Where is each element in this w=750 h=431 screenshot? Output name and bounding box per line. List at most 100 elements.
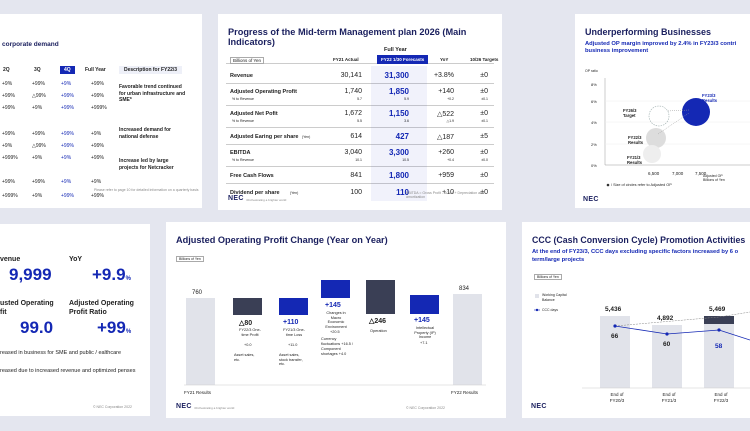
table-row: Free Cash Flows 841 1,800 +959 ±0 [226, 169, 494, 184]
cell: +99% [91, 143, 104, 149]
legend-wc-swatch [535, 294, 539, 298]
bar-value: 5,469 [709, 306, 726, 313]
cell: +99% [61, 93, 74, 99]
cell-yoy-sub: +0.4 [447, 158, 454, 162]
cell-forecast-sub: 10.5 [402, 158, 409, 162]
cell: +99% [61, 193, 74, 199]
row-label: EBITDA [230, 150, 251, 156]
revenue-yoy-value: +9.9% [92, 265, 131, 285]
nec-logo: NEC [228, 195, 244, 202]
step-1-sub: Asset sales, etc. [234, 353, 255, 362]
cell-forecast: 3,300 [388, 148, 409, 157]
cell-actual-sub: 5.7 [357, 97, 362, 101]
x-tick-label: 7,500 [695, 171, 707, 176]
row-label: Adjusted Operating Profit [230, 89, 297, 95]
cell: +9% [32, 105, 43, 111]
step-1-subvalue: +0.0 [244, 343, 252, 347]
cell-forecast: 1,850 [388, 87, 409, 96]
slide-summary[interactable]: venue YoY 9,999 +9.9% usted Operating fi… [0, 224, 150, 416]
legend-wc-label: Working Capital Balance [542, 293, 567, 302]
slide-ccc[interactable]: CCC (Cash Conversion Cycle) Promotion Ac… [522, 222, 750, 418]
cell: +9% [61, 179, 72, 185]
row-sublabel: % to Revenue [232, 158, 254, 162]
slide-subtitle: Adjusted OP margin improved by 2.4% in F… [585, 41, 737, 54]
row-label: Revenue [230, 73, 253, 79]
table-row: +99% △99% +99% +99% [0, 93, 115, 103]
step-2-subvalue: +11.0 [288, 343, 298, 347]
col-header-4q: 4Q [60, 66, 75, 74]
cell: +99% [91, 155, 104, 161]
cell: +99% [61, 131, 74, 137]
y-tick-label: 4% [591, 120, 597, 125]
col-header-2q: 2Q [3, 67, 10, 73]
cell-yoy-sub: +0.2 [447, 97, 454, 101]
cell-actual-sub: 5.5 [357, 119, 362, 123]
row-sublabel: (Yen) [302, 135, 311, 139]
step-2-desc: FY21/3 One-time Loss [283, 328, 305, 337]
copyright: © NEC Corporation 2022 [406, 406, 445, 410]
slide-title: Adjusted Operating Profit Change (Year o… [176, 235, 388, 245]
ccc-days: 66 [611, 333, 619, 340]
target-arrow [666, 109, 690, 112]
description-1: Favorable trend continued for urban infr… [119, 84, 186, 103]
forecast-column-bg [371, 66, 427, 201]
step-3-sub: Currency fluctuations +16.5 / Component … [321, 337, 353, 356]
row-sublabel: (Yen) [290, 191, 299, 195]
ccc-point [665, 332, 669, 336]
slide-title: Progress of the Mid-term Management plan… [228, 27, 467, 47]
step-3-value: +145 [325, 302, 341, 309]
bar-step-5 [410, 295, 439, 314]
x-tick-label: 7,000 [672, 171, 684, 176]
table-row: Adjusted Net Pofit % to Revenue 1,672 5.… [226, 108, 494, 128]
slide-title: Underperforming Businesses [585, 27, 712, 37]
yoy-value: +9.9 [92, 265, 126, 284]
cell-actual: 3,040 [344, 149, 362, 156]
col-header-3q: 3Q [34, 67, 41, 73]
cell: +9% [32, 193, 43, 199]
table-row: +99% +9% +99% +999% [0, 105, 115, 115]
bar-step-4 [366, 280, 395, 314]
start-value: 760 [192, 290, 203, 296]
cell: +99% [2, 93, 15, 99]
slide-corporate-demand[interactable]: corporate demand 2Q 3Q 4Q Full Year Desc… [0, 14, 202, 208]
bubble-fy22 [646, 128, 666, 148]
table-row: Adjusted Operating Profit % to Revenue 1… [226, 86, 494, 106]
nec-logo: NEC [583, 196, 599, 203]
cell-forecast-sub: 5.9 [404, 97, 409, 101]
row-label: Adjusted Net Pofit [230, 111, 278, 117]
slide-title: CCC (Cash Conversion Cycle) Promotion Ac… [532, 235, 746, 245]
pct-unit: % [125, 329, 132, 335]
table-row: +9% +99% +9% +99% [0, 81, 115, 91]
cell: +99% [61, 143, 74, 149]
cell: +9% [61, 155, 72, 161]
aop-ratio-label: Adjusted Operating Profit Ratio [69, 300, 134, 316]
slide-underperforming[interactable]: Underperforming Businesses Adjusted OP m… [575, 14, 750, 208]
unit-label: Billions of Yen [534, 274, 562, 280]
cell-forecast: 1,150 [388, 109, 409, 118]
note-2: reased due to increased revenue and opti… [0, 368, 136, 374]
trend-arrow [657, 112, 690, 135]
table-row: +999% +9% +99% +99% [0, 193, 115, 203]
cell: +99% [2, 179, 15, 185]
aop-value: 99.0 [20, 318, 54, 337]
aop-ratio-value-wrap: +99% [97, 318, 131, 338]
table-row: Dividend per share (Yen) 100 110 +10 ±0 [226, 186, 494, 201]
x-axis-label: Adjusted OP [703, 174, 723, 178]
start-label: FY21 Results [184, 390, 212, 395]
col-forecast: FY22 1/30 Forecasts [377, 55, 429, 64]
row-label: Dividend per share [230, 190, 280, 196]
cell-yoy: +3.8% [433, 72, 454, 79]
cell: +9% [2, 143, 13, 149]
slide-midterm-plan[interactable]: Progress of the Mid-term Management plan… [218, 14, 502, 210]
cell: +9% [2, 81, 13, 87]
slide-aop-change[interactable]: Adjusted Operating Profit Change (Year o… [166, 222, 506, 418]
cell-actual: 614 [350, 133, 362, 140]
cell-target: ±5 [480, 133, 488, 140]
bar-fy22 [453, 294, 482, 385]
yoy-label: YoY [69, 256, 83, 263]
ccc-trend-line [614, 311, 750, 327]
y-tick-label: 0% [591, 163, 597, 168]
cell-actual: 30,141 [340, 72, 362, 79]
step-3-desc: Changes in Macro Economic Environment [325, 311, 347, 329]
cell: +99% [91, 93, 104, 99]
